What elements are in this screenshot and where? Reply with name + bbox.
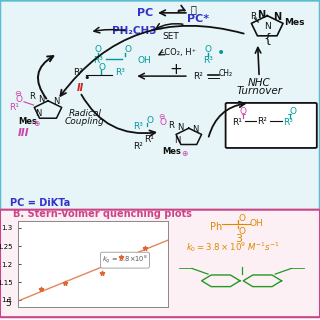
- Text: N: N: [257, 10, 265, 20]
- Text: B. Stern-Volmer quenching plots: B. Stern-Volmer quenching plots: [13, 209, 192, 219]
- Text: NHC: NHC: [248, 77, 271, 88]
- Text: R²: R²: [258, 116, 267, 126]
- Text: Mes: Mes: [162, 147, 180, 156]
- Text: N: N: [53, 97, 59, 106]
- Text: R³: R³: [203, 56, 213, 65]
- Text: O: O: [99, 63, 106, 72]
- Text: Turnover: Turnover: [236, 86, 282, 96]
- Text: O: O: [94, 45, 101, 54]
- Text: +: +: [170, 62, 182, 77]
- Text: $k_q$ = 3.8×10⁸: $k_q$ = 3.8×10⁸: [102, 254, 148, 267]
- Text: PC*: PC*: [187, 14, 210, 24]
- Text: R³: R³: [115, 68, 125, 77]
- Text: R¹: R¹: [232, 118, 242, 127]
- Text: ⊕: ⊕: [34, 119, 40, 128]
- Text: O: O: [147, 116, 154, 124]
- Text: O: O: [160, 118, 167, 127]
- Text: R³: R³: [283, 118, 293, 127]
- Text: ⊕: ⊕: [181, 149, 187, 158]
- Point: [62, 280, 67, 285]
- Text: R: R: [29, 92, 35, 101]
- Text: ⊖: ⊖: [14, 89, 21, 98]
- Text: R³: R³: [93, 56, 102, 65]
- Text: O: O: [238, 213, 245, 223]
- Text: SET: SET: [163, 32, 180, 41]
- FancyBboxPatch shape: [226, 103, 317, 148]
- Text: Ph: Ph: [210, 222, 222, 232]
- Text: N: N: [38, 95, 45, 104]
- Text: N: N: [264, 22, 271, 31]
- Text: N: N: [192, 125, 198, 134]
- Text: R¹: R¹: [144, 135, 154, 144]
- Text: N: N: [35, 109, 42, 118]
- Text: Mes: Mes: [18, 116, 36, 126]
- Text: O: O: [16, 95, 23, 104]
- Point: [38, 287, 44, 292]
- Point: [100, 270, 105, 276]
- Text: 💡: 💡: [191, 5, 196, 15]
- Text: 3: 3: [235, 234, 242, 244]
- Text: N: N: [273, 12, 281, 22]
- Text: OH: OH: [137, 56, 151, 65]
- Text: N: N: [178, 123, 184, 132]
- Text: N: N: [174, 136, 181, 145]
- Text: Coupling: Coupling: [65, 116, 105, 126]
- Text: R²: R²: [74, 68, 83, 77]
- FancyBboxPatch shape: [0, 210, 320, 317]
- Text: Mes: Mes: [284, 18, 305, 27]
- Text: $k_0 = 3.8\times10^9\ M^{-1}s^{-1}$: $k_0 = 3.8\times10^9\ M^{-1}s^{-1}$: [186, 240, 280, 254]
- Text: 5: 5: [5, 299, 11, 308]
- Text: R²: R²: [194, 72, 203, 81]
- Text: PH₂CH3: PH₂CH3: [112, 26, 157, 36]
- FancyBboxPatch shape: [0, 0, 320, 214]
- Text: ⊖: ⊖: [158, 112, 165, 121]
- Text: O: O: [124, 45, 132, 54]
- Text: R²: R²: [133, 142, 142, 151]
- Text: CH₂: CH₂: [219, 69, 233, 78]
- Text: Radical: Radical: [68, 109, 101, 118]
- Text: PC: PC: [138, 8, 154, 18]
- Text: O: O: [238, 227, 245, 236]
- Text: {: {: [263, 32, 271, 45]
- Text: R: R: [250, 12, 256, 20]
- Text: II: II: [76, 83, 84, 93]
- Text: PC = DiKTa: PC = DiKTa: [10, 198, 70, 208]
- Text: R¹: R¹: [10, 103, 19, 112]
- Text: R³: R³: [133, 122, 142, 131]
- Text: R: R: [168, 121, 174, 130]
- Text: •: •: [83, 73, 90, 83]
- Text: OH: OH: [249, 219, 263, 228]
- Point: [142, 245, 147, 250]
- Text: –CO₂, H⁺: –CO₂, H⁺: [160, 48, 196, 57]
- Point: [118, 254, 124, 260]
- Text: O: O: [204, 45, 212, 54]
- Text: III: III: [18, 128, 30, 138]
- Text: •: •: [217, 45, 225, 60]
- Text: O: O: [289, 107, 296, 116]
- Text: O: O: [240, 107, 247, 116]
